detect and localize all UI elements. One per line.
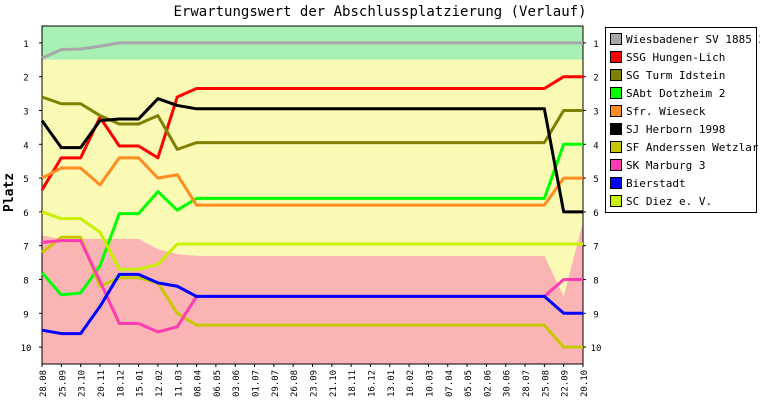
x-tick-label: 07.04 — [445, 370, 455, 397]
x-tick-label: 03.06 — [232, 370, 242, 397]
x-tick-label: 01.07 — [252, 370, 262, 397]
x-tick-label: 26.08 — [290, 370, 300, 397]
x-tick-label: 23.10 — [78, 370, 88, 397]
x-tick-label: 29.07 — [271, 370, 281, 397]
series-line-2 — [40, 75, 583, 191]
series-line-10 — [41, 210, 583, 271]
x-tick-label: 06.05 — [213, 370, 223, 397]
y-tick-label-left: 3 — [23, 108, 28, 118]
legend-label: Sfr. Wieseck — [626, 104, 706, 118]
x-tick-label: 12.02 — [155, 370, 165, 397]
chart-title: Erwartungswert der Abschlussplatzierung … — [173, 4, 587, 20]
legend-swatch — [610, 51, 622, 63]
legend-label: SC Diez e. V. — [626, 194, 713, 208]
legend-item: SJ Herborn 1998 — [610, 121, 725, 137]
legend-swatch — [610, 33, 622, 45]
series-line-5 — [41, 156, 583, 207]
y-tick-label-left: 4 — [23, 141, 28, 151]
legend-label: SK Marburg 3 — [626, 158, 706, 172]
x-tick-label: 28.08 — [39, 370, 49, 397]
x-tick-label: 20.10 — [580, 370, 590, 397]
x-tick-label: 02.06 — [483, 370, 493, 397]
x-tick-label: 21.10 — [329, 370, 339, 397]
legend-item: SG Turm Idstein — [610, 67, 725, 83]
x-tick-label: 05.05 — [464, 370, 474, 397]
legend-swatch — [610, 105, 622, 117]
y-tick-label-right: 9 — [593, 310, 598, 320]
legend-label: SG Turm Idstein — [626, 68, 726, 82]
x-tick-label: 16.12 — [367, 370, 377, 397]
x-tick-label: 18.12 — [116, 370, 126, 397]
y-tick-label-left: 7 — [23, 243, 28, 253]
series-line-7 — [41, 235, 583, 349]
legend-item: SF Anderssen Wetzlar — [610, 139, 758, 155]
y-tick-label-right: 3 — [593, 108, 598, 118]
legend-label: SJ Herborn 1998 — [626, 122, 726, 136]
legend-swatch — [610, 177, 622, 189]
legend-swatch — [610, 69, 622, 81]
legend: Wiesbadener SV 1885 2 SSG Hungen-Lich SG T… — [605, 27, 760, 213]
x-tick-label: 15.01 — [136, 370, 146, 397]
x-tick-label: 25.09 — [58, 370, 68, 397]
y-tick-label-right: 10 — [591, 344, 602, 354]
x-tick-label: 23.09 — [310, 370, 320, 397]
legend-item: SK Marburg 3 — [610, 157, 705, 173]
y-tick-label-left: 10 — [21, 344, 32, 354]
y-tick-label-left: 1 — [23, 40, 28, 50]
x-tick-label: 13.01 — [387, 370, 397, 397]
legend-item: SAbt Dotzheim 2 — [610, 85, 725, 101]
x-tick-label: 25.08 — [541, 370, 551, 397]
series-line-4 — [40, 142, 583, 297]
x-tick-label: 20.11 — [97, 370, 107, 397]
legend-label: SAbt Dotzheim 2 — [626, 86, 726, 100]
y-tick-label-right: 2 — [593, 74, 598, 84]
x-tick-label: 11.03 — [174, 370, 184, 397]
x-tick-label: 10.03 — [425, 370, 435, 397]
y-tick-label-left: 5 — [23, 175, 28, 185]
series-line-9 — [41, 272, 583, 336]
y-tick-label-left: 9 — [23, 310, 28, 320]
y-tick-label-right: 5 — [593, 175, 598, 185]
legend-item: Bierstadt — [610, 175, 686, 191]
legend-label: SSG Hungen-Lich — [626, 50, 726, 64]
series-line-6 — [40, 97, 583, 214]
background-band-2 — [42, 222, 583, 364]
y-tick-label-right: 8 — [593, 277, 598, 287]
y-tick-label-left: 8 — [23, 277, 28, 287]
legend-label: Bierstadt — [626, 176, 686, 190]
y-tick-label-right: 4 — [593, 141, 598, 151]
series-line-3 — [41, 95, 583, 151]
legend-item: Sfr. Wieseck — [610, 103, 705, 119]
x-tick-label: 18.11 — [348, 370, 358, 397]
y-tick-label-left: 2 — [23, 74, 28, 84]
series-line-1 — [41, 41, 583, 60]
legend-item: SSG Hungen-Lich — [610, 49, 725, 65]
x-tick-label: 30.06 — [503, 370, 513, 397]
legend-swatch — [610, 123, 622, 135]
legend-label: Wiesbadener SV 1885 2 — [626, 32, 760, 46]
legend-swatch — [610, 195, 622, 207]
background-band-1 — [42, 59, 583, 297]
legend-swatch — [610, 141, 622, 153]
legend-item: Wiesbadener SV 1885 2 — [610, 31, 760, 47]
legend-swatch — [610, 87, 622, 99]
y-tick-label-right: 1 — [593, 40, 598, 50]
x-tick-label: 22.09 — [561, 370, 571, 397]
x-tick-label: 28.07 — [522, 370, 532, 397]
x-tick-label: 10.02 — [406, 370, 416, 397]
legend-swatch — [610, 159, 622, 171]
x-tick-label: 08.04 — [194, 370, 204, 397]
y-tick-label-right: 6 — [593, 209, 598, 219]
legend-item: SC Diez e. V. — [610, 193, 712, 209]
legend-label: SF Anderssen Wetzlar — [626, 140, 759, 154]
y-tick-label-left: 6 — [23, 209, 28, 219]
y-tick-label-right: 7 — [593, 243, 598, 253]
